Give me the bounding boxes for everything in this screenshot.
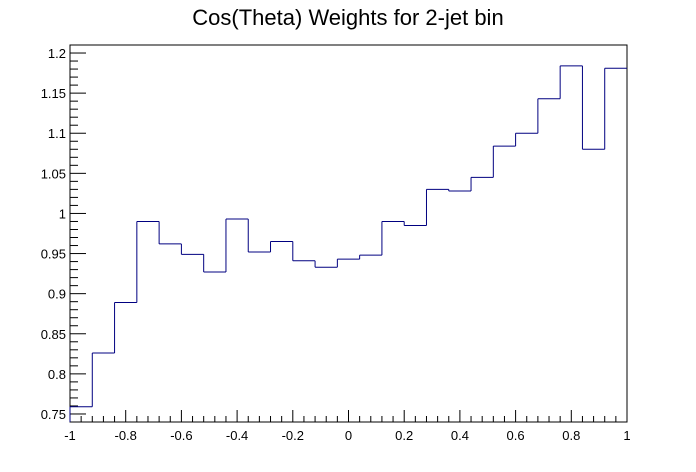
x-tick-label: 1: [623, 428, 630, 443]
x-tick-label: 0.4: [451, 428, 469, 443]
x-tick-label: -0.4: [226, 428, 248, 443]
axis-ticks: [69, 44, 628, 423]
x-tick-label: 0: [345, 428, 352, 443]
x-tick-label: 0.8: [562, 428, 580, 443]
x-tick-label: 0.2: [395, 428, 413, 443]
axis-tick-labels: -1 -0.8 -0.6 -0.4 -0.2 0 0.2 0.4 0.6 0.8 1 0.75 0.8 0…: [41, 46, 631, 443]
y-tick-label: 1.1: [48, 126, 66, 141]
plot-frame: [69, 44, 628, 423]
x-tick-label: -0.2: [282, 428, 304, 443]
x-tick-label: -0.6: [170, 428, 192, 443]
y-tick-label: 0.8: [48, 367, 66, 382]
y-tick-label: 1.2: [48, 46, 66, 61]
x-tick-label: -0.8: [114, 428, 136, 443]
x-tick-label: 0.6: [507, 428, 525, 443]
y-tick-label: 1.05: [41, 166, 66, 181]
x-tick-label: -1: [64, 428, 76, 443]
y-tick-label: 0.75: [41, 407, 66, 422]
chart-title: Cos(Theta) Weights for 2-jet bin: [192, 5, 503, 30]
y-tick-label: 0.95: [41, 247, 66, 262]
y-tick-label: 0.9: [48, 287, 66, 302]
y-tick-label: 1.15: [41, 86, 66, 101]
histogram-bins: [69, 65, 627, 422]
y-tick-label: 1: [59, 206, 66, 221]
y-tick-label: 0.85: [41, 327, 66, 342]
